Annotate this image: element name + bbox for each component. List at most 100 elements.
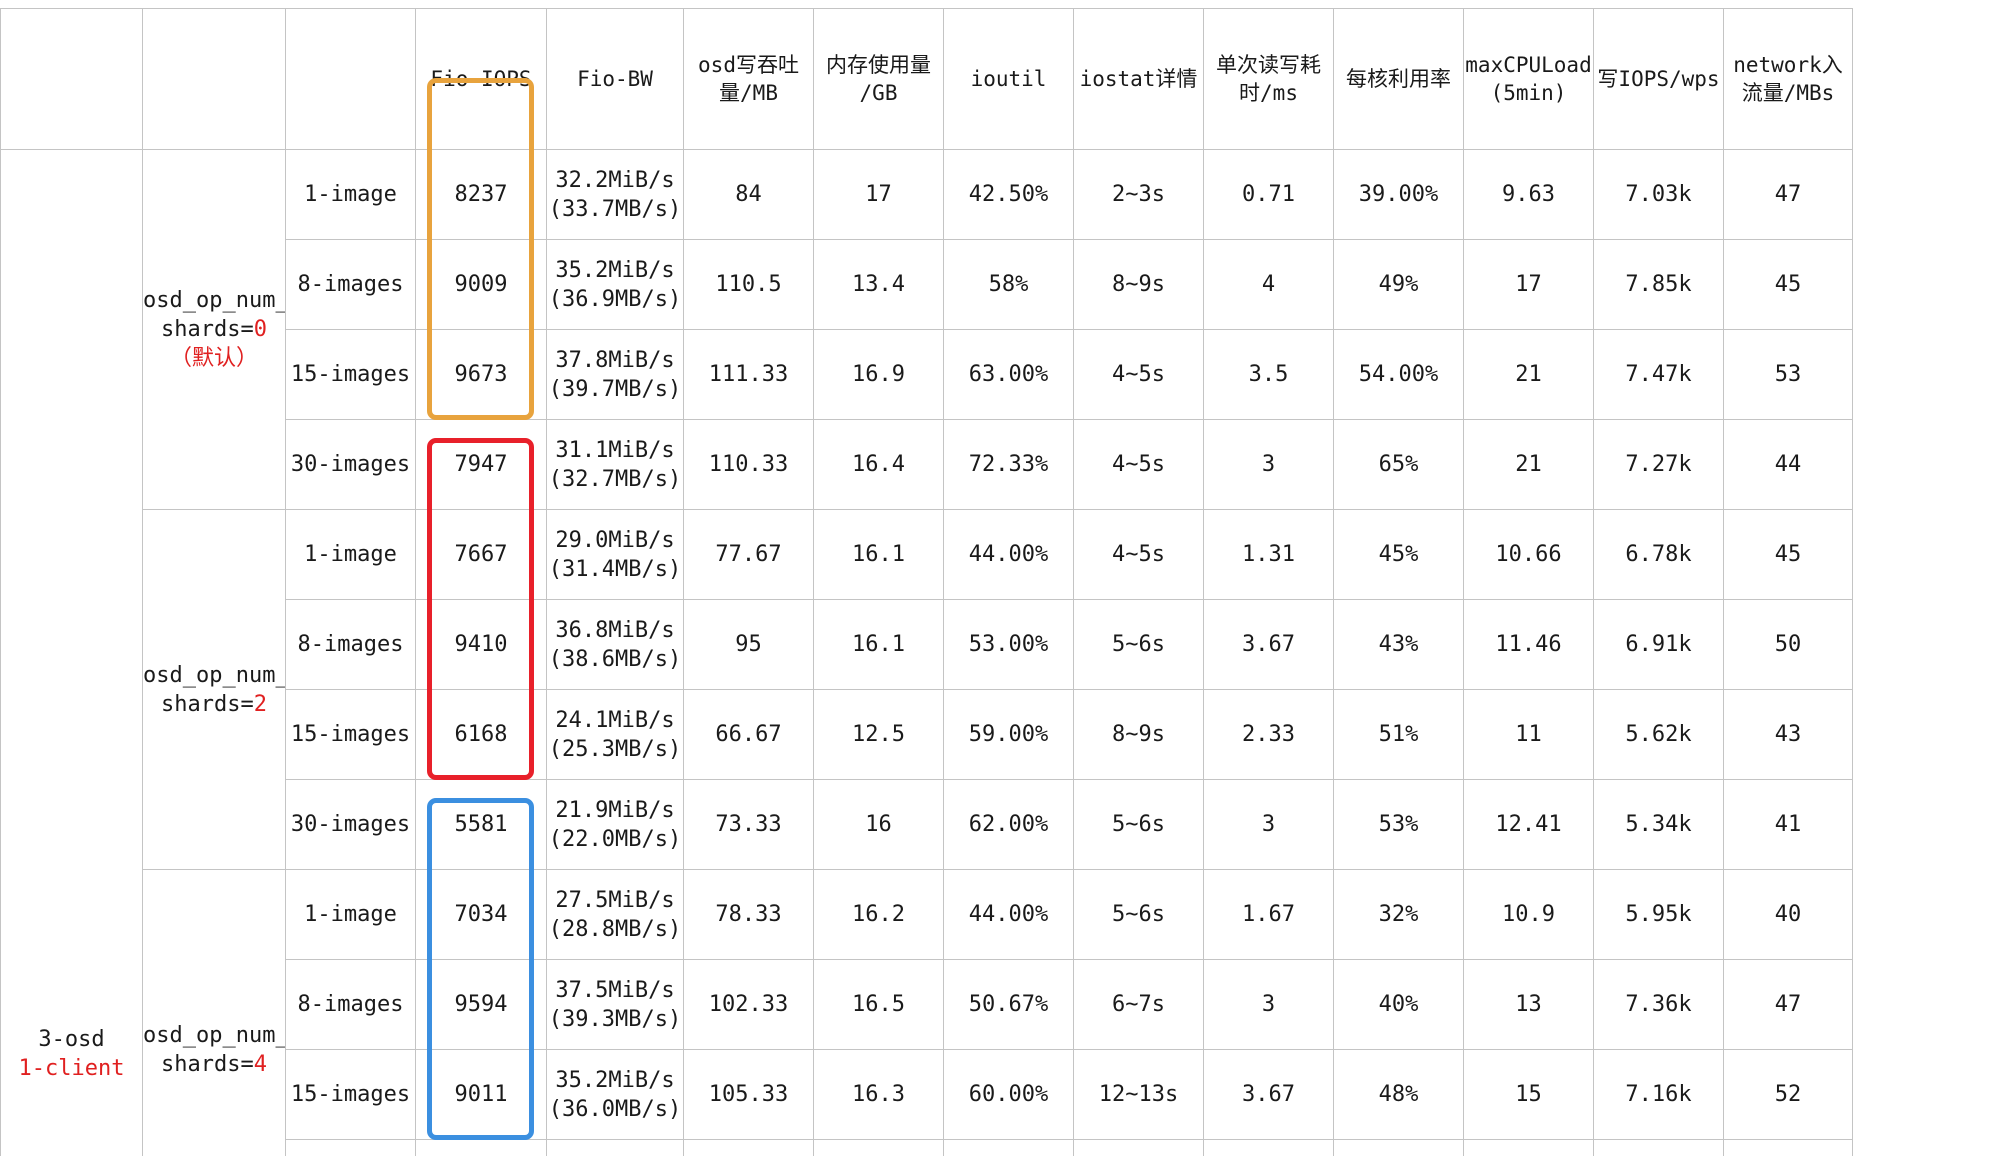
- image-count-cell[interactable]: 15-images: [285, 329, 416, 420]
- column-header[interactable]: 单次读写耗 时/ms: [1203, 8, 1334, 150]
- image-count-cell[interactable]: 8-images: [285, 959, 416, 1050]
- core-util-cell[interactable]: 51%: [1333, 689, 1464, 780]
- cpu-load-cell[interactable]: 10.9: [1463, 869, 1594, 960]
- memory-cell[interactable]: 16.9: [813, 329, 944, 420]
- core-util-cell[interactable]: 45%: [1333, 509, 1464, 600]
- iostat-cell[interactable]: 4~5s: [1073, 329, 1204, 420]
- network-in-cell[interactable]: 52: [1723, 1049, 1853, 1140]
- iostat-cell[interactable]: 5~6s: [1073, 869, 1204, 960]
- fio-bw-cell[interactable]: 24.1MiB/s (25.3MB/s): [546, 689, 684, 780]
- ioutil-cell[interactable]: 44.00%: [943, 509, 1074, 600]
- memory-cell[interactable]: 12.5: [813, 689, 944, 780]
- iostat-cell[interactable]: 8~9s: [1073, 239, 1204, 330]
- osd-write-cell[interactable]: 71.33: [683, 1139, 814, 1156]
- osd-write-cell[interactable]: 95: [683, 599, 814, 690]
- image-count-cell[interactable]: 1-image: [285, 509, 416, 600]
- column-header[interactable]: Fio-BW: [546, 8, 684, 150]
- latency-cell[interactable]: 0.71: [1203, 149, 1334, 240]
- cluster-label-cell[interactable]: 3-osd 1-client: [0, 149, 143, 1156]
- fio-iops-cell[interactable]: 9673: [415, 329, 547, 420]
- fio-bw-cell[interactable]: 32.2MiB/s (33.7MB/s): [546, 149, 684, 240]
- wps-cell[interactable]: 6.78k: [1593, 509, 1724, 600]
- network-in-cell[interactable]: 47: [1723, 149, 1853, 240]
- latency-cell[interactable]: 1.67: [1203, 869, 1334, 960]
- osd-write-cell[interactable]: 110.5: [683, 239, 814, 330]
- cpu-load-cell[interactable]: 13: [1463, 959, 1594, 1050]
- iostat-cell[interactable]: 12~13s: [1073, 1049, 1204, 1140]
- ioutil-cell[interactable]: 63.00%: [943, 329, 1074, 420]
- column-header[interactable]: network入 流量/MBs: [1723, 8, 1853, 150]
- iostat-cell[interactable]: 5~6s: [1073, 599, 1204, 690]
- cpu-load-cell[interactable]: 15: [1463, 1139, 1594, 1156]
- core-util-cell[interactable]: 56%: [1333, 1139, 1464, 1156]
- fio-bw-cell[interactable]: 35.2MiB/s (36.0MB/s): [546, 1049, 684, 1140]
- image-count-cell[interactable]: 15-images: [285, 689, 416, 780]
- osd-write-cell[interactable]: 66.67: [683, 689, 814, 780]
- network-in-cell[interactable]: 45: [1723, 509, 1853, 600]
- wps-cell[interactable]: 7.16k: [1593, 1049, 1724, 1140]
- core-util-cell[interactable]: 54.00%: [1333, 329, 1464, 420]
- ioutil-cell[interactable]: 60.00%: [943, 1049, 1074, 1140]
- osd-write-cell[interactable]: 84: [683, 149, 814, 240]
- ioutil-cell[interactable]: 62.00%: [943, 779, 1074, 870]
- fio-bw-cell[interactable]: 37.8MiB/s (39.7MB/s): [546, 329, 684, 420]
- fio-bw-cell[interactable]: 37.5MiB/s (39.3MB/s): [546, 959, 684, 1050]
- wps-cell[interactable]: 7.85k: [1593, 239, 1724, 330]
- network-in-cell[interactable]: 47: [1723, 959, 1853, 1050]
- memory-cell[interactable]: 16.1: [813, 599, 944, 690]
- memory-cell[interactable]: 16.5: [813, 959, 944, 1050]
- cpu-load-cell[interactable]: 11.46: [1463, 599, 1594, 690]
- fio-iops-cell[interactable]: 9011: [415, 1049, 547, 1140]
- image-count-cell[interactable]: 30-images: [285, 419, 416, 510]
- osd-write-cell[interactable]: 102.33: [683, 959, 814, 1050]
- latency-cell[interactable]: 3.5: [1203, 329, 1334, 420]
- image-count-cell[interactable]: 8-images: [285, 599, 416, 690]
- memory-cell[interactable]: 13.4: [813, 239, 944, 330]
- osd-write-cell[interactable]: 73.33: [683, 779, 814, 870]
- cpu-load-cell[interactable]: 10.66: [1463, 509, 1594, 600]
- wps-cell[interactable]: 7.36k: [1593, 959, 1724, 1050]
- header-cell-empty[interactable]: [0, 8, 143, 150]
- cpu-load-cell[interactable]: 12.41: [1463, 779, 1594, 870]
- fio-bw-cell[interactable]: 22.8MiB/s(23.9MB/s): [546, 1139, 684, 1156]
- latency-cell[interactable]: 1.31: [1203, 509, 1334, 600]
- image-count-cell[interactable]: 30-images: [285, 1139, 416, 1156]
- latency-cell[interactable]: 3.67: [1203, 599, 1334, 690]
- ioutil-cell[interactable]: 59.00%: [943, 689, 1074, 780]
- cpu-load-cell[interactable]: 21: [1463, 419, 1594, 510]
- ioutil-cell[interactable]: 42.50%: [943, 149, 1074, 240]
- fio-iops-cell[interactable]: 5581: [415, 779, 547, 870]
- memory-cell[interactable]: 17: [813, 149, 944, 240]
- ioutil-cell[interactable]: 63.33%: [943, 1139, 1074, 1156]
- wps-cell[interactable]: 7.27k: [1593, 419, 1724, 510]
- column-header[interactable]: ioutil: [943, 8, 1074, 150]
- core-util-cell[interactable]: 65%: [1333, 419, 1464, 510]
- fio-bw-cell[interactable]: 27.5MiB/s (28.8MB/s): [546, 869, 684, 960]
- fio-bw-cell[interactable]: 31.1MiB/s (32.7MB/s): [546, 419, 684, 510]
- iostat-cell[interactable]: 5~6s: [1073, 779, 1204, 870]
- memory-cell[interactable]: 16.4: [813, 419, 944, 510]
- fio-iops-cell[interactable]: 5821: [415, 1139, 547, 1156]
- network-in-cell[interactable]: 45: [1723, 239, 1853, 330]
- image-count-cell[interactable]: 1-image: [285, 149, 416, 240]
- ioutil-cell[interactable]: 50.67%: [943, 959, 1074, 1050]
- column-header[interactable]: Fio-IOPS: [415, 8, 547, 150]
- osd-write-cell[interactable]: 110.33: [683, 419, 814, 510]
- core-util-cell[interactable]: 48%: [1333, 1049, 1464, 1140]
- core-util-cell[interactable]: 53%: [1333, 779, 1464, 870]
- osd-write-cell[interactable]: 77.67: [683, 509, 814, 600]
- osd-write-cell[interactable]: 78.33: [683, 869, 814, 960]
- image-count-cell[interactable]: 15-images: [285, 1049, 416, 1140]
- shard-config-cell[interactable]: osd_op_num_ shards=2: [142, 509, 286, 870]
- column-header[interactable]: 每核利用率: [1333, 8, 1464, 150]
- network-in-cell[interactable]: 43: [1723, 689, 1853, 780]
- latency-cell[interactable]: 3: [1203, 419, 1334, 510]
- fio-iops-cell[interactable]: 9410: [415, 599, 547, 690]
- column-header[interactable]: 内存使用量/GB: [813, 8, 944, 150]
- iostat-cell[interactable]: 6~7s: [1073, 959, 1204, 1050]
- iostat-cell[interactable]: 4~5s: [1073, 419, 1204, 510]
- image-count-cell[interactable]: 1-image: [285, 869, 416, 960]
- fio-iops-cell[interactable]: 7947: [415, 419, 547, 510]
- image-count-cell[interactable]: 8-images: [285, 239, 416, 330]
- memory-cell[interactable]: 16.2: [813, 869, 944, 960]
